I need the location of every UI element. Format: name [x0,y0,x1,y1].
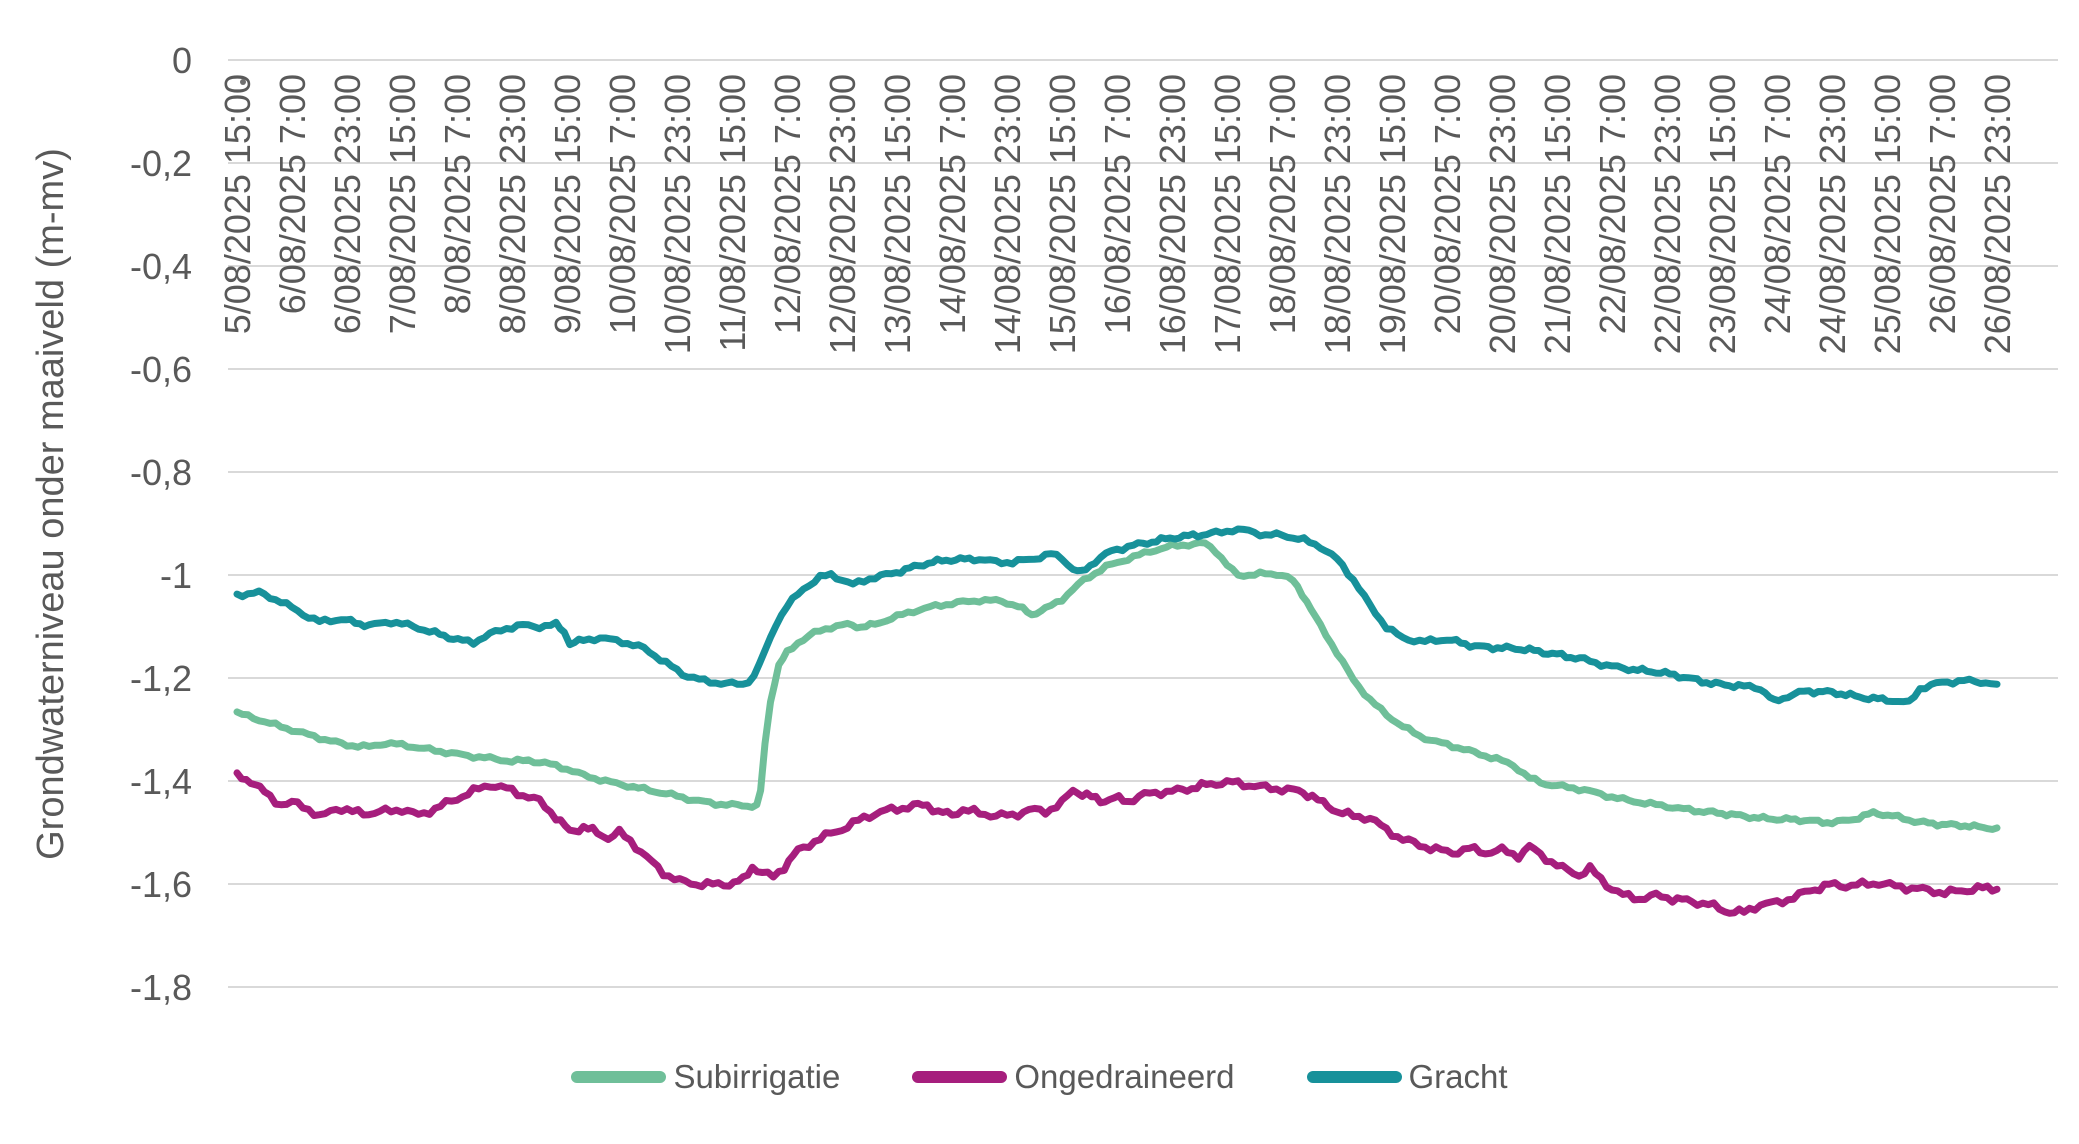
x-tick-label: 22/08/2025 23:00 [1647,74,1688,354]
x-tick-label: 11/08/2025 15:00 [712,74,753,352]
x-tick-label: 15/08/2025 15:00 [1042,74,1083,354]
legend-item-gracht: Gracht [1306,1058,1508,1096]
x-tick-label: 24/08/2025 7:00 [1757,74,1798,334]
x-tick-label: 10/08/2025 7:00 [602,74,643,334]
legend-label-ongedraineerd: Ongedraineerd [1014,1058,1235,1095]
x-tick-label: 20/08/2025 7:00 [1427,74,1468,334]
y-axis-title: Grondwaterniveau onder maaiveld (m-mv) [30,148,72,860]
legend-label-subirrigatie: Subirrigatie [673,1058,841,1095]
x-tick-label: 16/08/2025 23:00 [1152,74,1193,354]
legend-swatch-gracht [1306,1071,1402,1083]
x-tick-label: 26/08/2025 7:00 [1922,74,1963,334]
x-tick-label: 24/08/2025 23:00 [1812,74,1853,354]
legend: Subirrigatie Ongedraineerd Gracht [0,1058,2079,1096]
x-tick-label: 22/08/2025 7:00 [1592,74,1633,334]
series-line-gracht [233,525,2001,706]
legend-item-subirrigatie: Subirrigatie [571,1058,840,1096]
y-tick-label: -0,4 [130,246,192,287]
x-tick-label: 6/08/2025 7:00 [272,74,313,314]
x-tick-label: 26/08/2025 23:00 [1977,74,2018,354]
y-tick-label: -1,2 [130,658,192,699]
x-tick-label: 14/08/2025 23:00 [987,74,1028,354]
x-tick-label: 10/08/2025 23:00 [657,74,698,354]
x-tick-label: 6/08/2025 23:00 [327,74,368,334]
x-tick-label: 13/08/2025 15:00 [877,74,918,354]
legend-swatch-subirrigatie [571,1071,667,1083]
legend-swatch-ongedraineerd [912,1071,1008,1083]
x-tick-label: 20/08/2025 23:00 [1482,74,1523,354]
x-tick-label: 5/08/2025 15:00 [217,74,258,334]
x-tick-label: 8/08/2025 7:00 [437,74,478,314]
series-line-subirrigatie [233,539,2001,833]
x-tick-label: 23/08/2025 15:00 [1702,74,1743,354]
legend-label-gracht: Gracht [1408,1058,1508,1095]
stray-dot [240,79,246,85]
x-tick-label: 21/08/2025 15:00 [1537,74,1578,354]
legend-item-ongedraineerd: Ongedraineerd [912,1058,1235,1096]
y-tick-label: -1,8 [130,967,192,1008]
y-tick-label: -0,8 [130,452,192,493]
y-tick-label: -0,2 [130,143,192,184]
y-tick-label: -0,6 [130,349,192,390]
x-tick-label: 7/08/2025 15:00 [382,74,423,334]
y-tick-label: -1 [160,555,192,596]
x-tick-label: 8/08/2025 23:00 [492,74,533,334]
x-tick-label: 16/08/2025 7:00 [1097,74,1138,334]
y-tick-label: -1,6 [130,864,192,905]
x-tick-label: 18/08/2025 23:00 [1317,74,1358,354]
x-tick-label: 19/08/2025 15:00 [1372,74,1413,354]
x-tick-label: 12/08/2025 23:00 [822,74,863,354]
x-tick-label: 18/08/2025 7:00 [1262,74,1303,334]
x-tick-label: 17/08/2025 15:00 [1207,74,1248,354]
x-tick-label: 12/08/2025 7:00 [767,74,808,334]
x-tick-label: 14/08/2025 7:00 [932,74,973,334]
series-line-ongedraineerd [233,769,2001,917]
x-tick-label: 25/08/2025 15:00 [1867,74,1908,354]
y-tick-label: -1,4 [130,761,192,802]
x-tick-label: 9/08/2025 15:00 [547,74,588,334]
y-tick-label: 0 [172,40,192,81]
